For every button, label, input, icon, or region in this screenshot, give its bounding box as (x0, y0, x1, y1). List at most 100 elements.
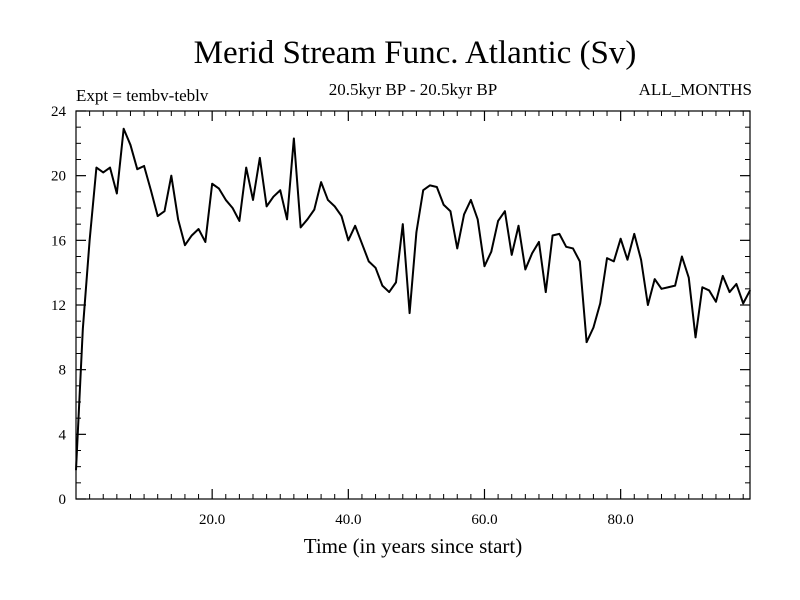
data-point (395, 281, 397, 284)
data-point (531, 252, 533, 255)
data-point (538, 241, 540, 243)
data-point (456, 247, 459, 250)
data-point (265, 205, 268, 208)
data-point (259, 157, 261, 159)
data-point (327, 199, 329, 201)
data-point (721, 275, 724, 277)
data-point (150, 189, 152, 192)
data-point (681, 255, 683, 258)
data-point (231, 207, 234, 209)
x-tick-label: 20.0 (199, 512, 225, 528)
y-tick-label: 12 (51, 298, 66, 314)
data-point (742, 302, 744, 305)
data-point (592, 326, 595, 329)
data-point (211, 182, 213, 185)
data-point (313, 208, 316, 211)
data-point (517, 224, 520, 227)
data-point (388, 291, 390, 293)
y-tick-label: 16 (51, 233, 67, 249)
data-point (279, 189, 282, 192)
y-tick-label: 0 (59, 492, 67, 508)
data-point (306, 218, 309, 221)
data-point (708, 289, 710, 292)
data-point (252, 199, 254, 201)
data-point (95, 166, 98, 169)
data-point (640, 258, 642, 261)
data-point (578, 260, 581, 263)
minor-ticks (76, 111, 750, 499)
data-point (647, 304, 649, 306)
data-point (463, 213, 465, 216)
data-point (524, 268, 527, 271)
data-point (184, 244, 186, 246)
data-point (218, 187, 220, 190)
data-point (224, 199, 227, 201)
data-point (606, 257, 608, 259)
data-point (299, 226, 302, 229)
data-point (653, 278, 656, 280)
data-point (504, 210, 506, 213)
data-point (143, 165, 145, 167)
data-point (374, 267, 377, 269)
expt-label: Expt = tembv-teblv (76, 86, 209, 105)
data-point (633, 233, 636, 235)
data-point (660, 288, 663, 290)
data-point (442, 203, 445, 206)
data-point (735, 283, 738, 285)
data-point (340, 215, 343, 217)
data-point (544, 291, 547, 293)
data-point (190, 234, 193, 237)
data-point (599, 302, 602, 305)
period-label: 20.5kyr BP - 20.5kyr BP (329, 80, 497, 99)
y-tick-label: 8 (59, 363, 67, 379)
data-point (422, 189, 425, 192)
x-axis: 20.0 40.0 60.0 80.0 (199, 111, 634, 528)
data-point (667, 286, 670, 289)
data-point (619, 237, 622, 240)
data-point (381, 284, 384, 287)
data-point (272, 195, 275, 198)
data-point (347, 239, 350, 242)
data-point (565, 246, 567, 248)
data-point (136, 168, 139, 170)
data-point (361, 242, 363, 245)
data-point (109, 166, 111, 169)
data-point (572, 247, 574, 250)
data-point (170, 174, 173, 177)
data-point (204, 241, 207, 243)
data-point (156, 215, 159, 217)
data-point (197, 228, 200, 230)
data-point (163, 210, 166, 213)
data-point (715, 300, 717, 303)
data-point (449, 210, 452, 213)
data-point (687, 276, 690, 279)
data-point (75, 469, 77, 471)
data-point (82, 328, 84, 331)
data-point (129, 144, 132, 146)
data-point (476, 218, 479, 221)
y-tick-label: 20 (51, 169, 66, 185)
data-point (408, 312, 411, 314)
data-point (626, 258, 629, 261)
data-point (436, 186, 438, 188)
data-point (286, 218, 288, 221)
data-point (122, 127, 125, 130)
data-point (728, 291, 731, 293)
series-points (75, 127, 751, 471)
data-point (116, 192, 118, 195)
data-point (177, 218, 179, 221)
data-point (510, 254, 513, 256)
x-axis-label: Time (in years since start) (304, 534, 523, 558)
data-point (694, 336, 697, 339)
data-point (470, 199, 472, 201)
y-tick-label: 24 (51, 104, 67, 120)
data-point (88, 239, 91, 242)
data-point (490, 250, 493, 253)
chart-title: Merid Stream Func. Atlantic (Sv) (194, 35, 637, 71)
data-point (497, 220, 499, 222)
data-point (551, 234, 554, 237)
data-point (401, 223, 404, 225)
data-point (320, 181, 322, 183)
data-point (333, 205, 336, 208)
data-point (558, 233, 561, 235)
